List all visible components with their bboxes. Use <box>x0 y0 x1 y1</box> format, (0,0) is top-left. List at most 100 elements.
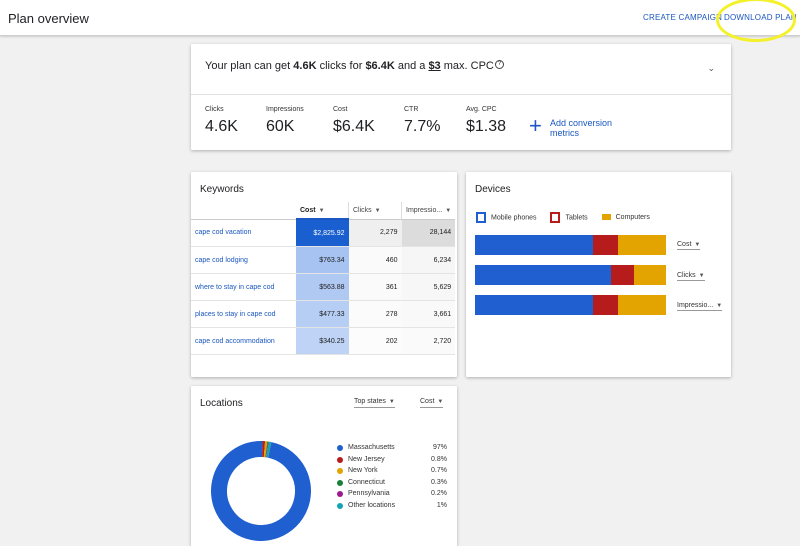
legend-tablets[interactable]: Tablets <box>550 212 588 223</box>
dropdown-arrow-icon: ▼ <box>445 207 452 214</box>
summary-divider <box>191 94 731 95</box>
legend-dot <box>337 502 343 509</box>
keyword-link[interactable]: where to stay in cape cod <box>191 273 296 301</box>
device-metric-select-impressions[interactable]: Impressio... ▼ <box>677 302 723 311</box>
keyword-link[interactable]: places to stay in cape cod <box>191 300 296 328</box>
highlight-annotation <box>716 0 796 42</box>
legend-dot <box>337 468 343 474</box>
legend-dot <box>337 491 343 497</box>
metric-value: $1.38 <box>466 118 507 135</box>
create-campaign-link[interactable]: CREATE CAMPAIGN <box>643 13 723 22</box>
table-row: cape cod lodging $763.34 460 6,234 <box>191 246 456 274</box>
column-header-impressions[interactable]: Impressio... ▼ <box>401 202 456 220</box>
legend-dot <box>337 445 343 451</box>
clicks-cell: 2,279 <box>348 219 402 247</box>
devices-title: Devices <box>475 184 511 195</box>
cost-cell: $563.88 <box>296 273 349 301</box>
device-bar-impressions <box>475 295 666 315</box>
devices-card: Devices Mobile phones Tablets Computers … <box>466 172 731 377</box>
metric-label: Avg. CPC <box>466 106 497 113</box>
add-conversion-label: Add conversion metrics <box>550 118 613 138</box>
locations-donut-chart <box>211 441 311 541</box>
dropdown-arrow-icon: ▼ <box>318 207 325 214</box>
location-filter-select[interactable]: Top states ▼ <box>354 398 395 408</box>
dropdown-arrow-icon: ▼ <box>374 207 381 214</box>
keyword-link[interactable]: cape cod lodging <box>191 246 296 274</box>
dropdown-arrow-icon: ▼ <box>388 399 395 405</box>
device-bar-clicks <box>475 265 666 285</box>
bar-segment-computers <box>618 235 666 255</box>
device-metric-select-clicks[interactable]: Clicks ▼ <box>677 272 705 281</box>
bar-segment-tablets <box>593 295 619 315</box>
keyword-link[interactable]: cape cod accommodation <box>191 327 296 355</box>
bar-segment-computers <box>618 295 666 315</box>
keywords-card: Keywords Cost ▼ Clicks ▼ Impressio... ▼ cap… <box>191 172 457 377</box>
keywords-title: Keywords <box>200 184 244 195</box>
metric-label: CTR <box>404 106 419 113</box>
impressions-cell: 28,144 <box>401 219 456 247</box>
dropdown-arrow-icon: ▼ <box>694 242 701 248</box>
legend-dot <box>337 479 343 486</box>
legend-row-new-jersey: New Jersey 0.8% <box>337 456 447 468</box>
page-title: Plan overview <box>8 11 89 26</box>
legend-dot <box>337 456 343 463</box>
clicks-cell: 202 <box>348 327 402 355</box>
bar-segment-mobile <box>475 295 594 315</box>
metric-value: 4.6K <box>205 118 238 135</box>
dropdown-arrow-icon: ▼ <box>698 273 705 279</box>
chevron-down-icon[interactable]: ⌄ <box>707 63 715 73</box>
metric-value: 60K <box>266 118 295 135</box>
column-header-cost[interactable]: Cost ▼ <box>296 202 349 220</box>
metric-cost: Cost $6.4K <box>333 106 375 136</box>
bar-segment-computers <box>633 265 666 285</box>
legend-row-new-york: New York 0.7% <box>337 467 447 479</box>
impressions-cell: 2,720 <box>401 327 456 355</box>
bar-segment-mobile <box>475 265 611 285</box>
bar-segment-tablets <box>593 235 619 255</box>
locations-legend: Massachusetts 97% New Jersey 0.8% New York… <box>337 444 447 513</box>
metric-label: Clicks <box>205 106 224 113</box>
metric-value: $6.4K <box>333 118 375 135</box>
info-icon[interactable]: ? <box>494 60 504 69</box>
metric-avg-cpc: Avg. CPC $1.38 <box>466 106 506 136</box>
clicks-cell: 460 <box>348 246 402 274</box>
impressions-cell: 5,629 <box>401 273 456 301</box>
clicks-cell: 278 <box>348 300 402 328</box>
impressions-cell: 6,234 <box>401 246 456 274</box>
impressions-cell: 3,661 <box>401 300 456 328</box>
keywords-table: Cost ▼ Clicks ▼ Impressio... ▼ cape cod vac… <box>191 202 456 355</box>
locations-title: Locations <box>200 398 243 409</box>
top-bar: Plan overview CREATE CAMPAIGN DOWNLOAD P… <box>0 0 800 36</box>
legend-computers[interactable]: Computers <box>601 213 650 221</box>
devices-legend: Mobile phones Tablets Computers <box>476 212 662 223</box>
table-row: where to stay in cape cod $563.88 361 5,… <box>191 273 456 301</box>
metric-impressions: Impressions 60K <box>266 106 304 136</box>
dropdown-arrow-icon: ▼ <box>716 303 723 309</box>
keyword-link[interactable]: cape cod vacation <box>191 219 296 247</box>
dropdown-arrow-icon: ▼ <box>437 399 444 405</box>
column-header-clicks[interactable]: Clicks ▼ <box>348 202 402 220</box>
bar-segment-tablets <box>610 265 634 285</box>
metric-label: Impressions <box>266 106 304 113</box>
metric-clicks: Clicks 4.6K <box>205 106 238 136</box>
cost-cell: $477.33 <box>296 300 349 328</box>
location-metric-select[interactable]: Cost ▼ <box>420 398 444 408</box>
plus-icon: + <box>529 113 542 138</box>
metric-label: Cost <box>333 106 348 113</box>
tablet-icon <box>550 212 561 223</box>
locations-card: Locations Top states ▼ Cost ▼ Massachusett… <box>191 386 457 546</box>
mobile-phone-icon <box>476 212 486 223</box>
clicks-cell: 361 <box>348 273 402 301</box>
cost-cell: $340.25 <box>296 327 349 355</box>
legend-row-pennsylvania: Pennsylvania 0.2% <box>337 490 447 502</box>
legend-mobile[interactable]: Mobile phones <box>476 212 537 223</box>
device-metric-select-cost[interactable]: Cost ▼ <box>677 241 701 250</box>
bar-segment-mobile <box>475 235 594 255</box>
table-row: cape cod vacation $2,825.92 2,279 28,144 <box>191 219 456 247</box>
table-row: cape cod accommodation $340.25 202 2,720 <box>191 327 456 355</box>
table-row: places to stay in cape cod $477.33 278 3… <box>191 300 456 328</box>
keyword-column-header <box>191 202 296 220</box>
metric-ctr: CTR 7.7% <box>404 106 440 136</box>
computer-icon <box>601 213 611 220</box>
donut-slice-massachusetts <box>211 441 311 541</box>
